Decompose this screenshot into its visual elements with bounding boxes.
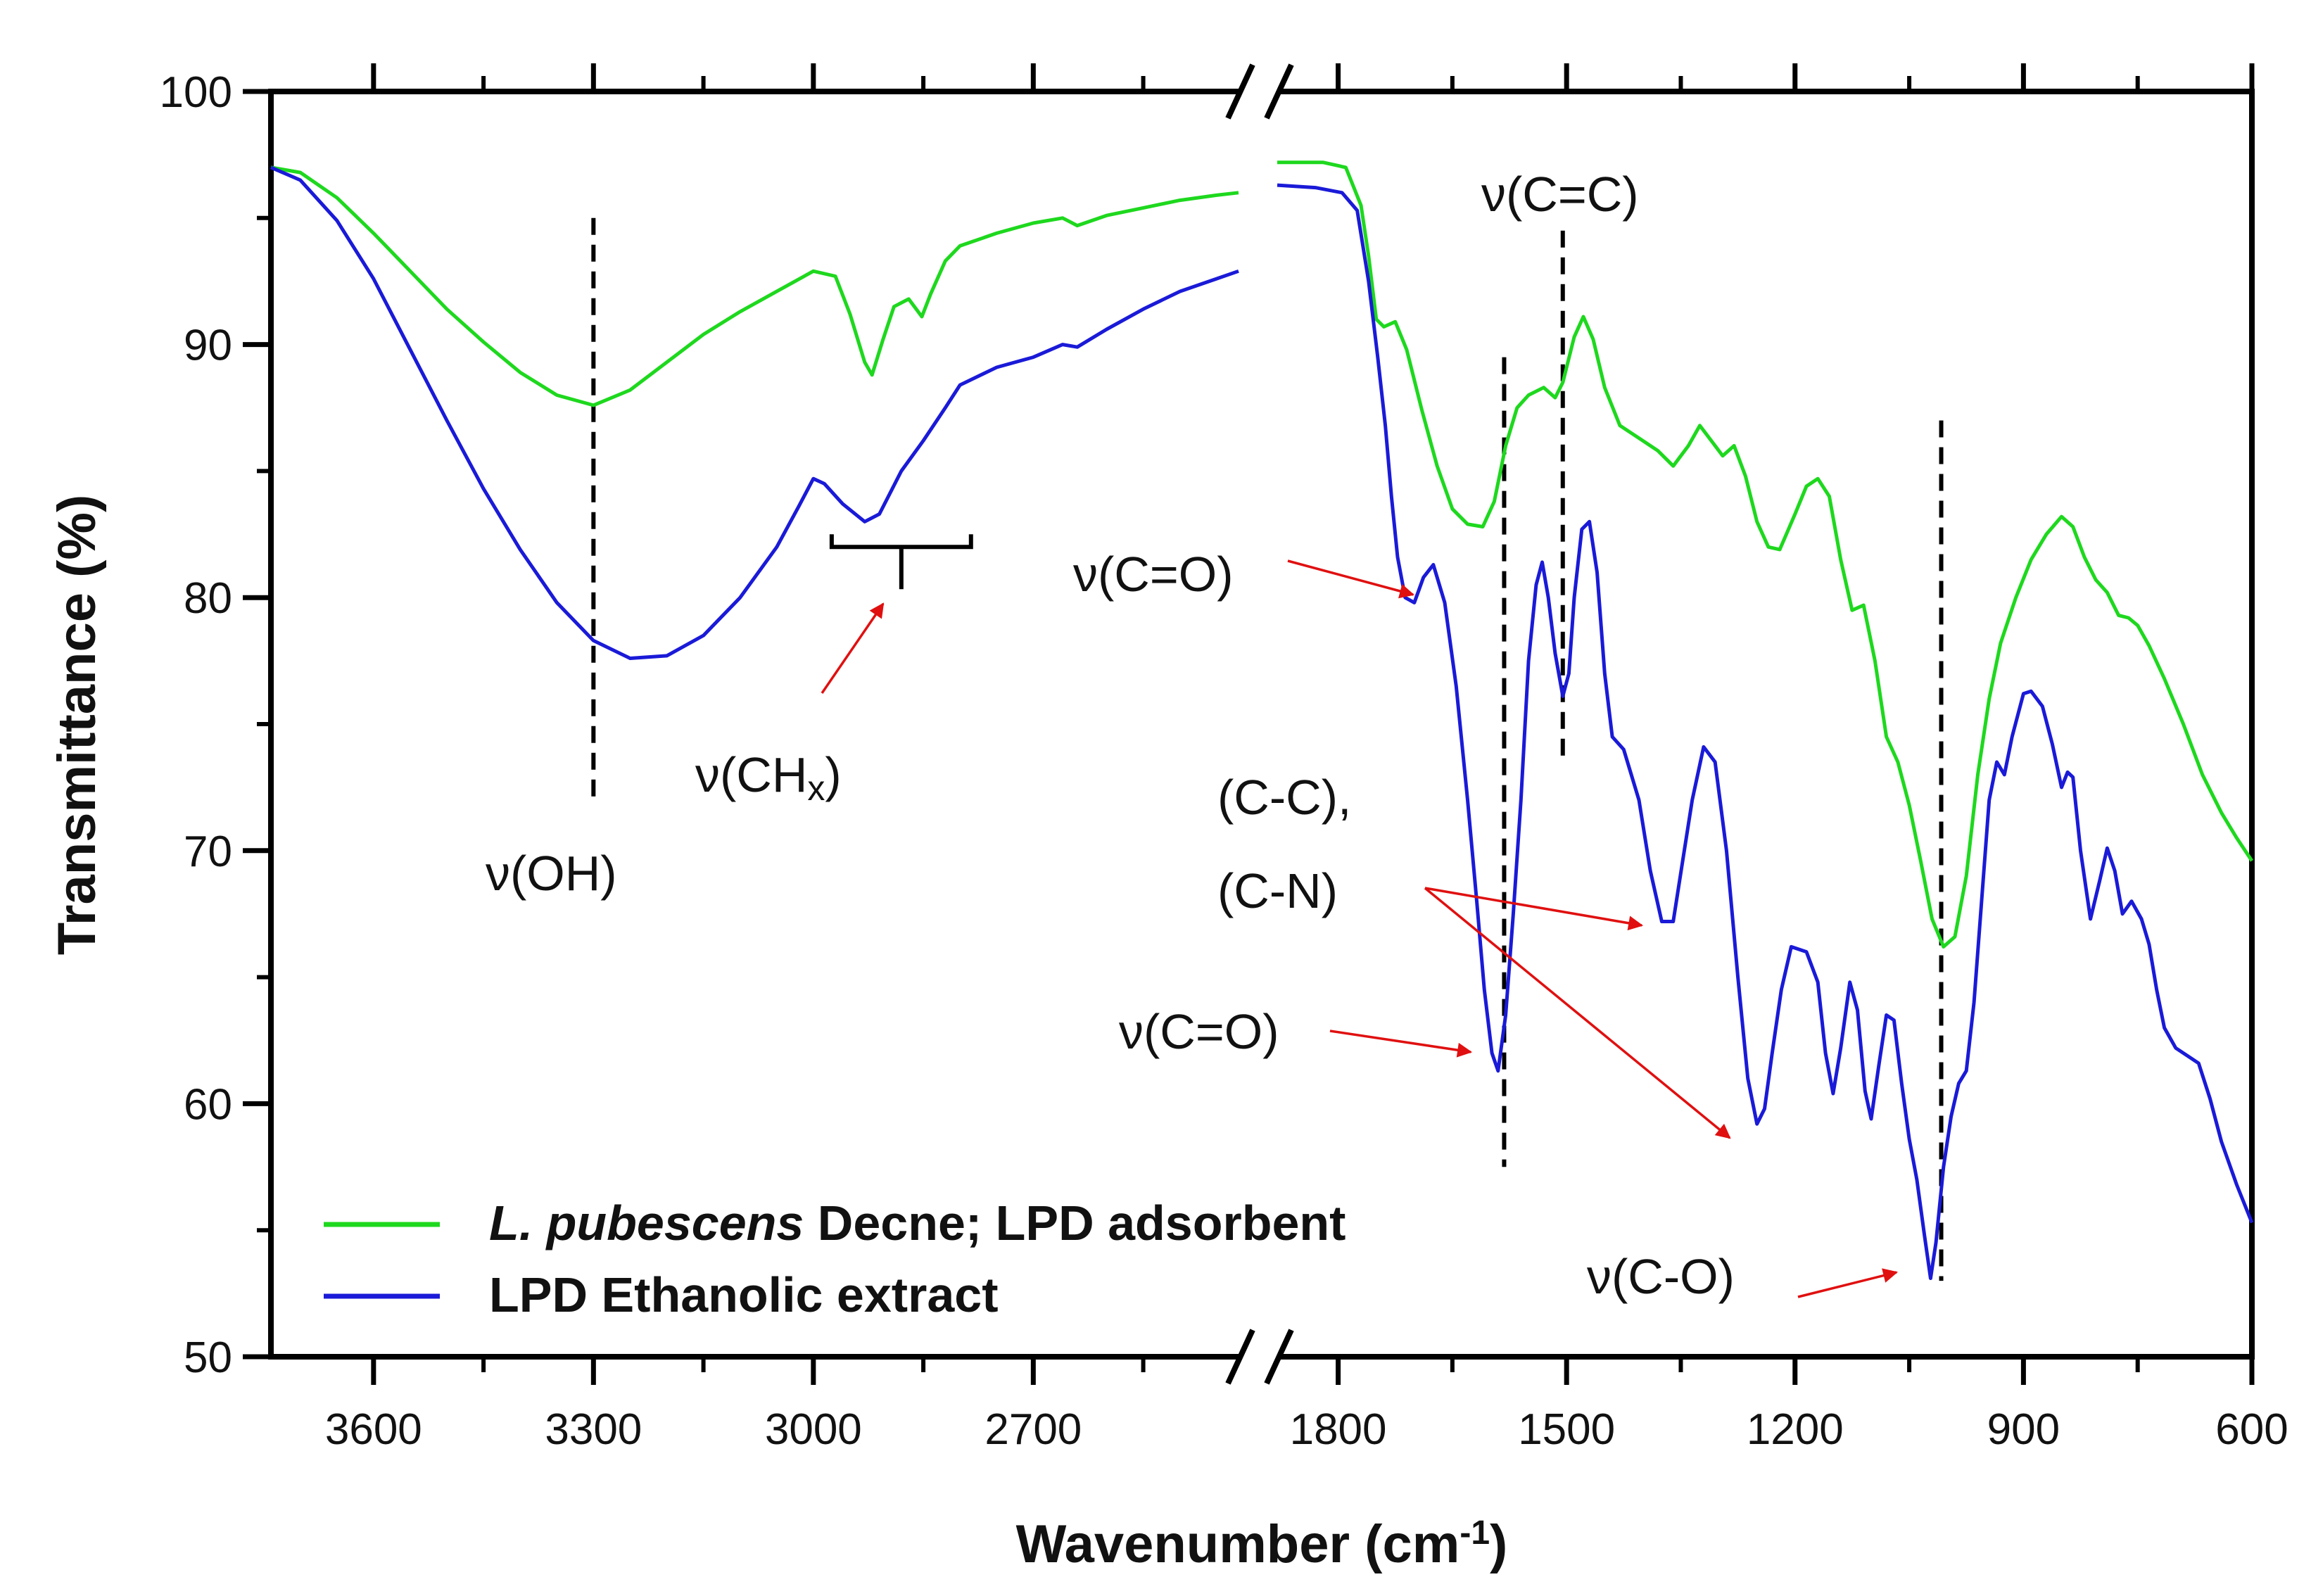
arrow-c-o bbox=[1797, 1268, 1899, 1298]
axis-break-bottom bbox=[1225, 1329, 1294, 1385]
arrows bbox=[821, 559, 1899, 1298]
axis-ticks bbox=[243, 63, 2255, 1385]
x-tick-labels: 3600 3300 3000 2700 1800 1500 1200 900 600 bbox=[325, 1405, 2288, 1454]
annotation-co-top: ν(C=O) bbox=[1073, 547, 1234, 602]
annotation-cc-cn-line1: (C-C), bbox=[1217, 770, 1351, 825]
bracket-span bbox=[829, 534, 973, 550]
y-tick-label: 50 bbox=[184, 1334, 232, 1382]
annotation-oh: ν(OH) bbox=[486, 846, 617, 901]
arrow-co-top bbox=[1287, 559, 1415, 599]
annotation-c-o: ν(C-O) bbox=[1587, 1249, 1735, 1304]
legend-label-adsorbent: L. pubescens Decne; LPD adsorbent bbox=[489, 1196, 1346, 1250]
arrow-co-mid bbox=[1329, 1030, 1473, 1058]
y-tick-label: 70 bbox=[184, 828, 232, 876]
arrow-chx bbox=[821, 602, 885, 694]
series-adsorbent-line bbox=[270, 165, 1239, 407]
x-tick-label: 1800 bbox=[1290, 1405, 1387, 1454]
x-tick-label: 1500 bbox=[1518, 1405, 1615, 1454]
arrow-cc-cn-1 bbox=[1424, 887, 1644, 931]
y-tick-label: 80 bbox=[184, 574, 232, 623]
annotation-cc-cn-line2: (C-N) bbox=[1217, 863, 1338, 918]
y-tick-label: 100 bbox=[160, 68, 232, 117]
plot-frame bbox=[268, 89, 2255, 1360]
y-tick-label: 60 bbox=[184, 1080, 232, 1129]
x-tick-label: 2700 bbox=[984, 1405, 1082, 1454]
y-tick-labels: 50 60 70 80 90 100 bbox=[160, 68, 232, 1382]
legend: L. pubescens Decne; LPD adsorbent LPD Et… bbox=[324, 1196, 1346, 1322]
series-layer bbox=[270, 160, 2254, 1280]
x-tick-label: 1200 bbox=[1747, 1405, 1844, 1454]
axis-break-top bbox=[1225, 63, 1294, 120]
series-extract-line bbox=[1277, 183, 2254, 1280]
series-adsorbent-line bbox=[1277, 160, 2254, 949]
x-tick-label: 3000 bbox=[765, 1405, 862, 1454]
annotation-co-mid: ν(C=O) bbox=[1119, 1004, 1279, 1059]
x-tick-label: 3300 bbox=[545, 1405, 642, 1454]
annotation-cc-double: ν(C=C) bbox=[1481, 167, 1639, 222]
x-tick-label: 900 bbox=[1987, 1405, 2060, 1454]
series-extract-line bbox=[270, 165, 1239, 660]
x-tick-label: 3600 bbox=[325, 1405, 422, 1454]
y-axis-title: Transmittance (%) bbox=[47, 495, 107, 956]
y-tick-label: 90 bbox=[184, 322, 232, 370]
legend-label-extract: LPD Ethanolic extract bbox=[489, 1267, 999, 1322]
x-axis-title: Wavenumber (cm-1) bbox=[1016, 1514, 1508, 1575]
annotation-chx: ν(CHx) bbox=[695, 747, 842, 808]
x-tick-label: 600 bbox=[2215, 1405, 2288, 1454]
chx-bracket bbox=[829, 534, 973, 590]
arrow-cc-cn-2 bbox=[1424, 887, 1731, 1139]
